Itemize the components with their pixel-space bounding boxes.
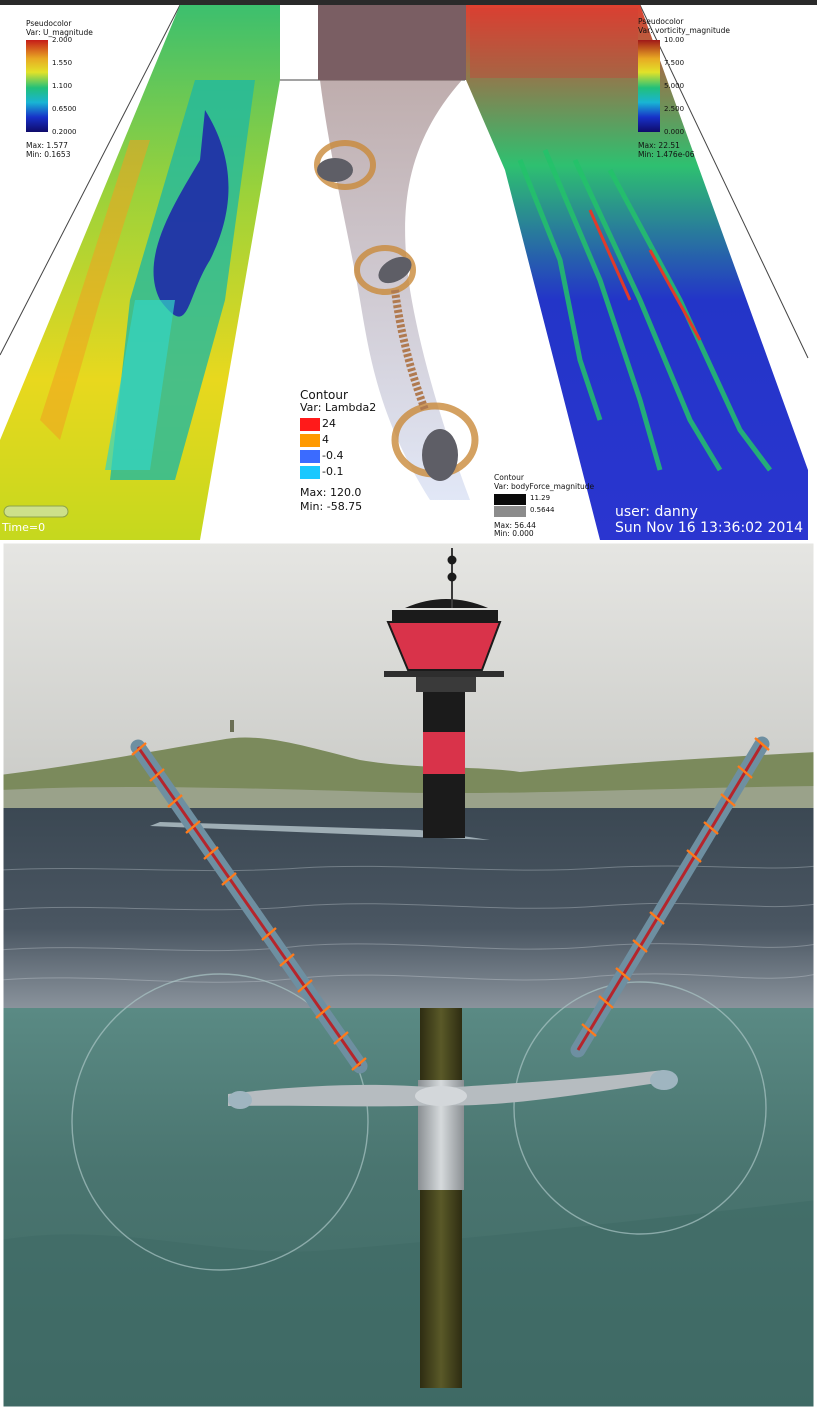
cfd-visualization: Pseudocolor Var: U_magnitude 2.000 1.550… [0, 0, 817, 540]
u-legend-max: Max: 1.577 [26, 141, 68, 150]
u-tick: 0.6500 [52, 105, 77, 113]
lambda-legend-title: Contour [300, 388, 348, 402]
vorticity-tick: 10.00 [664, 36, 685, 44]
cfd-render [0, 0, 817, 540]
lambda-level-label: -0.1 [322, 465, 344, 478]
lambda-legend-min: Min: -58.75 [300, 500, 363, 513]
vorticity-legend-title: Pseudocolor [638, 17, 684, 26]
vorticity-legend-max: Max: 22.51 [638, 141, 680, 150]
vorticity-legend-min: Min: 1.476e-06 [638, 150, 695, 159]
u-tick: 1.100 [52, 82, 73, 90]
bodyforce-level-label: 0.5644 [530, 506, 555, 514]
bodyforce-legend-min: Min: 0.000 [494, 529, 534, 538]
u-legend-var: Var: U_magnitude [26, 28, 93, 37]
u-legend-min: Min: 0.1653 [26, 150, 71, 159]
bodyforce-legend-var: Var: bodyForce_magnitude [494, 482, 595, 491]
vorticity-tick: 5.000 [664, 82, 685, 90]
lambda-level-label: -0.4 [322, 449, 344, 462]
u-tick: 1.550 [52, 59, 73, 67]
lambda-swatch [300, 418, 320, 431]
vorticity-legend-var: Var: vorticity_magnitude [638, 26, 731, 35]
lambda-legend-max: Max: 120.0 [300, 486, 362, 499]
vorticity-tick: 0.000 [664, 128, 685, 136]
timestamp-label: Sun Nov 16 13:36:02 2014 [615, 520, 804, 536]
bodyforce-swatch [494, 506, 526, 517]
vorticity-tick: 7.500 [664, 59, 685, 67]
turbine-scene [0, 540, 817, 1410]
user-label: user: danny [615, 504, 698, 520]
u-tick: 0.2000 [52, 128, 77, 136]
time-label: Time=0 [2, 521, 46, 534]
bodyforce-legend-title: Contour [494, 473, 524, 482]
bodyforce-swatch [494, 494, 526, 505]
lambda-swatch [300, 466, 320, 479]
lambda-level-label: 24 [322, 417, 336, 430]
u-tick: 2.000 [52, 36, 73, 44]
turbine-render [0, 540, 817, 1410]
vorticity-tick: 2.500 [664, 105, 685, 113]
lambda-level-label: 4 [322, 433, 329, 446]
vorticity-legend-colorbar [638, 40, 660, 132]
u-legend-title: Pseudocolor [26, 19, 72, 28]
u-legend-colorbar [26, 40, 48, 132]
lambda-swatch [300, 434, 320, 447]
bodyforce-legend-max: Max: 56.44 [494, 521, 536, 530]
lambda-legend-var: Var: Lambda2 [300, 401, 377, 414]
bodyforce-level-label: 11.29 [530, 494, 551, 502]
lambda-swatch [300, 450, 320, 463]
